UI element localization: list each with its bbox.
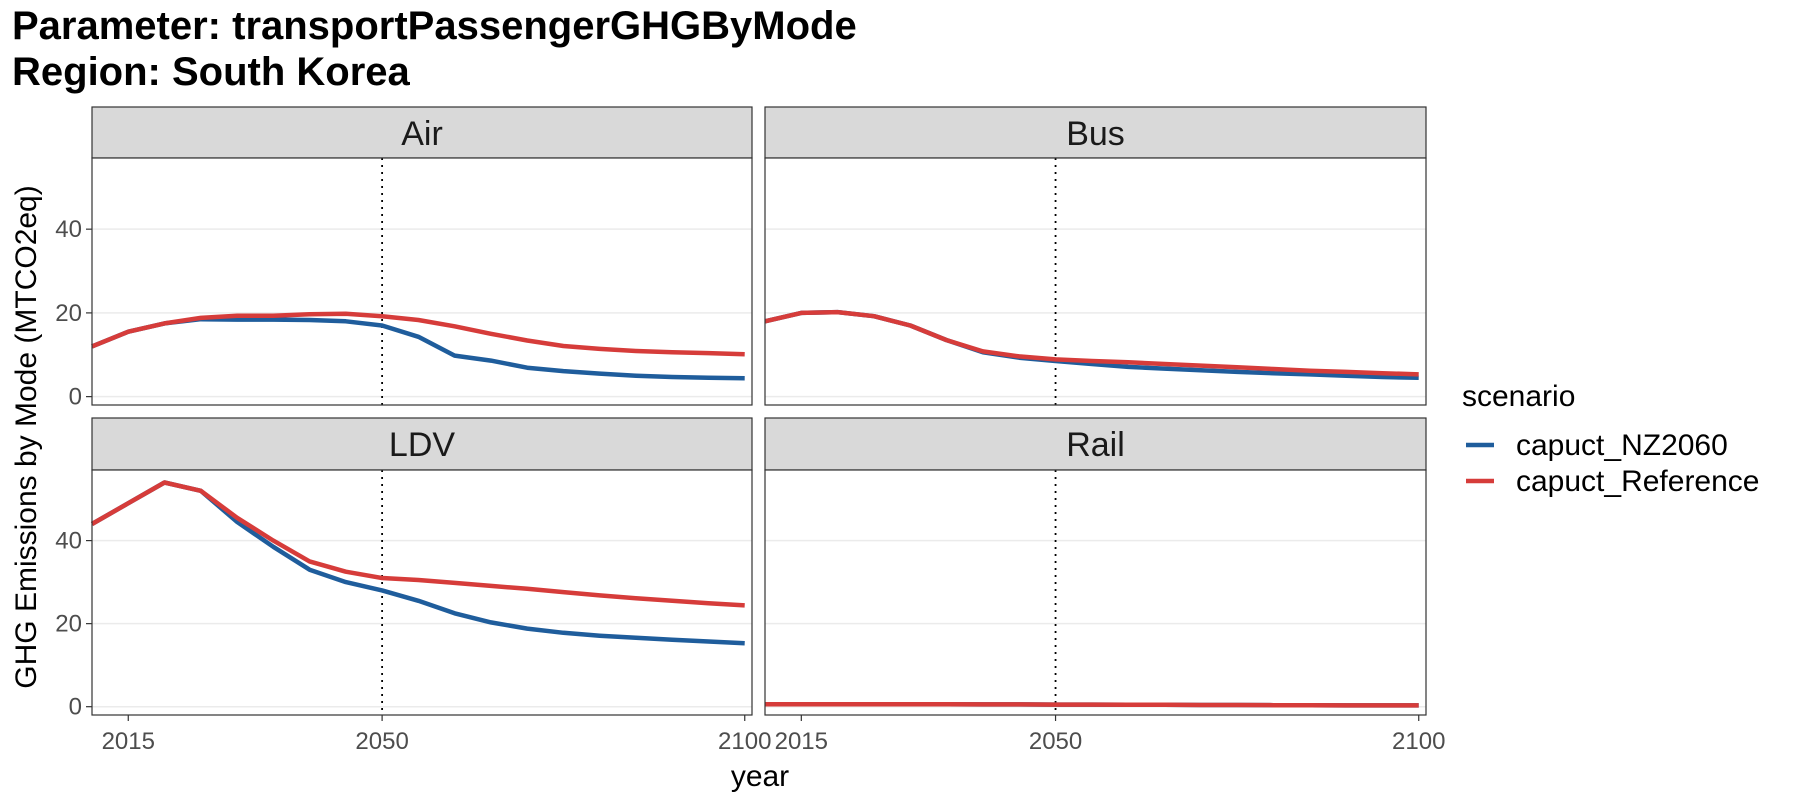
panel-border: [764, 157, 1427, 406]
x-axis-title: year: [731, 760, 789, 793]
panel-border: [91, 157, 753, 406]
panel-background: [765, 158, 1426, 405]
panel-ldv: LDV: [90, 417, 753, 716]
strip-label-air: Air: [401, 115, 443, 153]
y-tick-label: 40: [55, 528, 82, 555]
series-line-capuct_Reference: [91, 311, 745, 357]
legend-title: scenario: [1462, 380, 1575, 413]
series-line-capuct_Reference: [90, 480, 745, 608]
legend-label: capuct_Reference: [1516, 465, 1760, 498]
series-line-capuct_Reference: [765, 701, 1419, 708]
x-tick-label: 2015: [102, 728, 155, 755]
strip-label-ldv: LDV: [389, 426, 455, 464]
chart-title-line1: Parameter: transportPassengerGHGByMode: [12, 4, 857, 48]
legend-label: capuct_NZ2060: [1516, 429, 1728, 462]
x-tick-label: 2100: [718, 728, 771, 755]
panel-background: [92, 158, 752, 405]
panel-air: Air: [91, 106, 753, 406]
y-tick-label: 0: [69, 384, 82, 411]
strip-bus: [764, 106, 1427, 159]
series-line-capuct_Reference: [764, 309, 1419, 377]
y-tick-label: 40: [55, 216, 82, 243]
panel-background: [765, 470, 1426, 715]
panel-border: [764, 469, 1427, 716]
x-tick-label: 2050: [1029, 728, 1082, 755]
strip-label-bus: Bus: [1066, 115, 1125, 153]
y-axis-title: GHG Emissions by Mode (MTCO2eq): [10, 185, 43, 688]
y-tick-label: 20: [55, 611, 82, 638]
strip-label-rail: Rail: [1066, 426, 1125, 464]
strip-rail: [764, 417, 1427, 471]
panel-background: [92, 470, 752, 715]
x-tick-label: 2050: [355, 728, 408, 755]
y-tick-label: 0: [69, 694, 82, 721]
x-tick-label: 2100: [1392, 728, 1445, 755]
y-tick-label: 20: [55, 300, 82, 327]
chart-title-line2: Region: South Korea: [12, 50, 410, 94]
strip-ldv: [91, 417, 753, 471]
panel-border: [91, 469, 753, 716]
panel-bus: Bus: [764, 106, 1427, 406]
panels: Air Bus LDV Rail: [90, 106, 1427, 716]
x-tick-label: 2015: [775, 728, 828, 755]
panel-rail: Rail: [764, 417, 1427, 716]
